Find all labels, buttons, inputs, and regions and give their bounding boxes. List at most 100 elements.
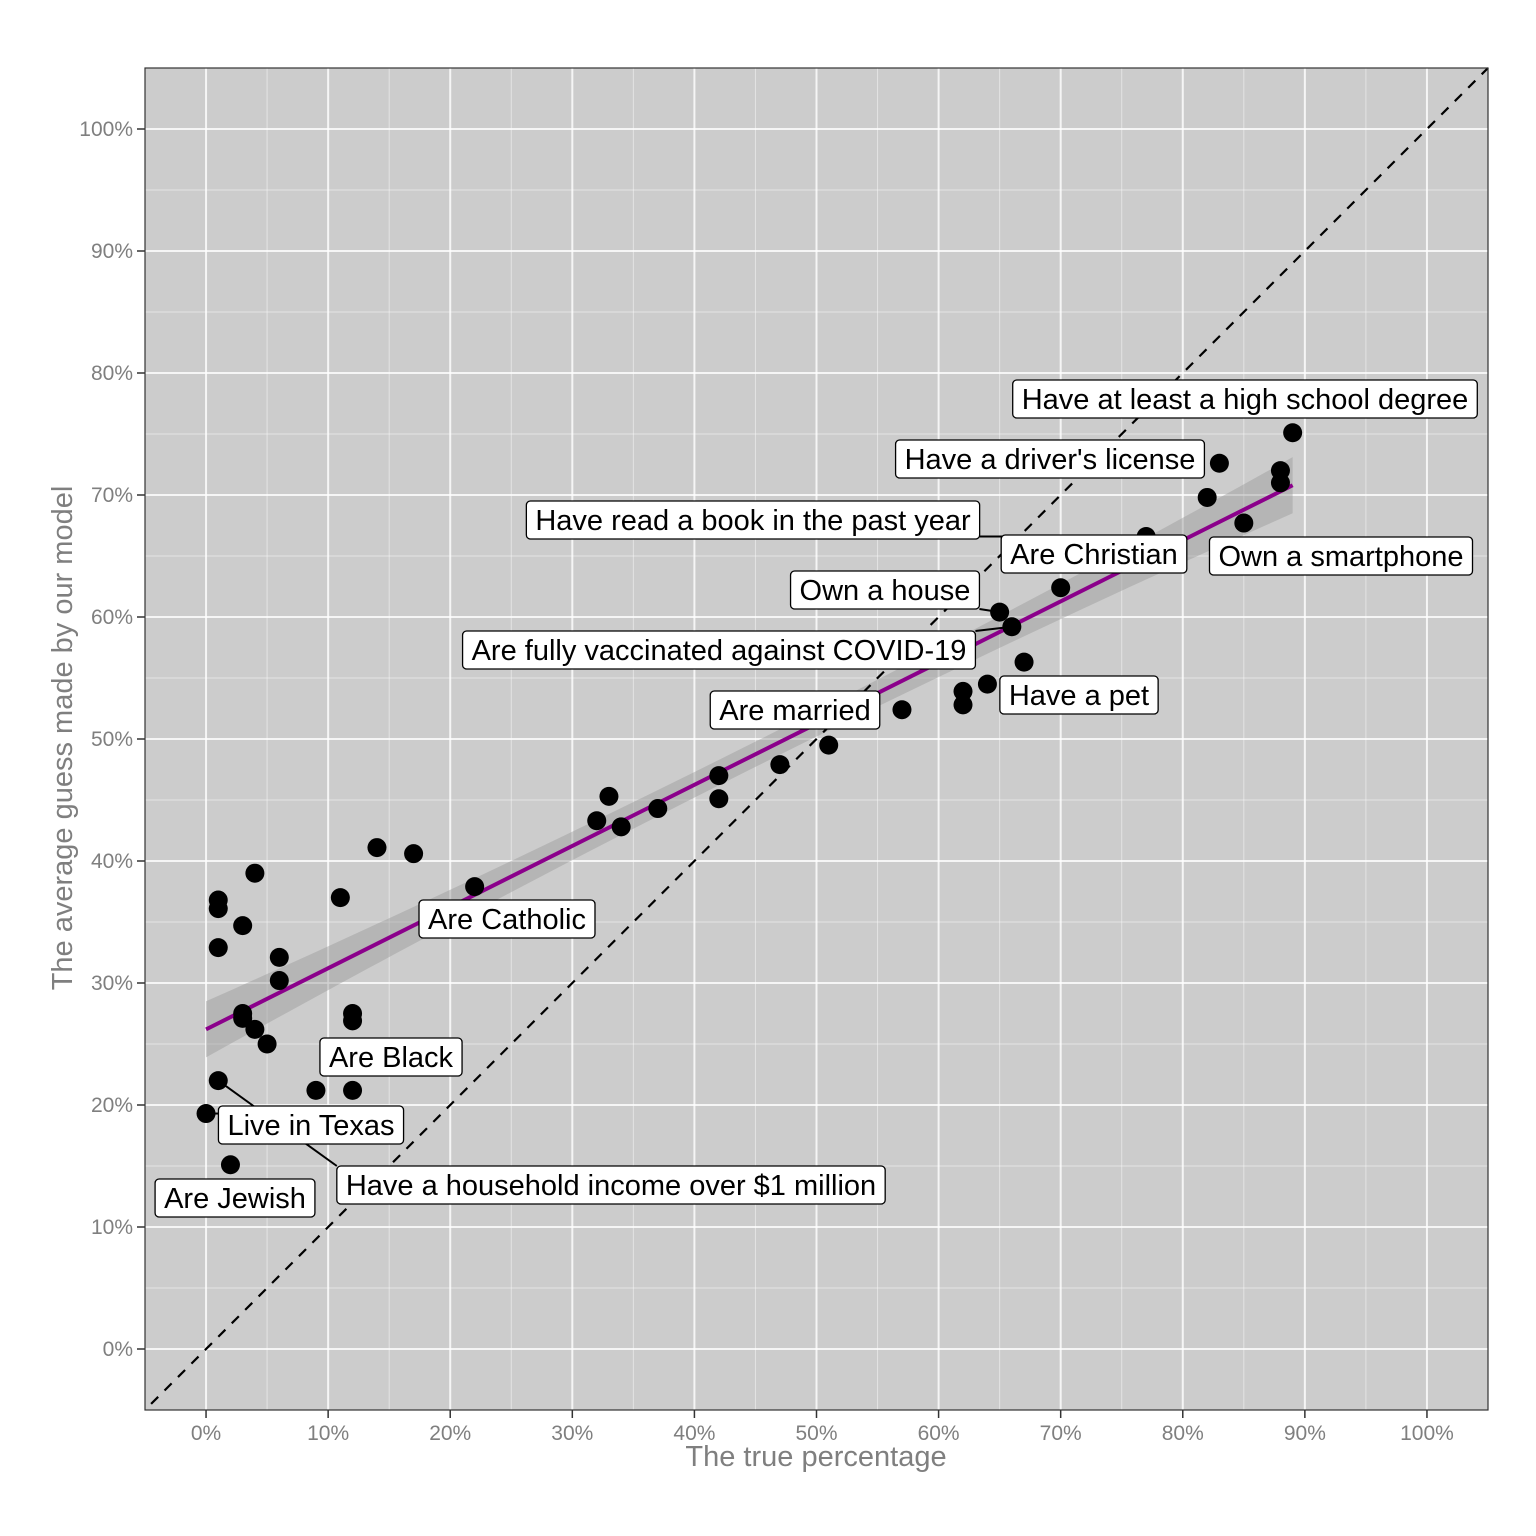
- data-point: [1051, 578, 1071, 598]
- x-tick-label: 90%: [1284, 1422, 1326, 1445]
- data-point: [1234, 513, 1254, 533]
- annotation-box: [1012, 379, 1478, 419]
- annotation-box: [154, 1178, 316, 1218]
- data-point: [367, 838, 387, 858]
- annotation-text: Are fully vaccinated against COVID-19: [472, 635, 967, 667]
- annotation-box: [525, 500, 981, 540]
- annotation-label: Have read a book in the past year: [525, 500, 981, 540]
- annotation-text: Are Black: [329, 1042, 454, 1074]
- annotation-text: Are married: [719, 695, 871, 727]
- x-tick-label: 50%: [795, 1422, 837, 1445]
- annotation-box: [789, 570, 981, 610]
- data-point: [1197, 487, 1217, 507]
- y-tick-label: 60%: [91, 606, 133, 629]
- annotation-label: Have a pet: [999, 675, 1159, 715]
- data-point: [306, 1080, 326, 1100]
- data-point: [1014, 652, 1034, 672]
- annotation-segment: [979, 608, 1000, 614]
- y-axis-ticks: 0% 10% 20% 30% 40% 50% 60% 70% 80% 90% 100%: [79, 118, 145, 1361]
- y-tick-label: 30%: [91, 972, 133, 995]
- annotation-box: [709, 690, 881, 730]
- annotation-text: Live in Texas: [227, 1110, 394, 1142]
- annotation-text: Own a smartphone: [1218, 541, 1463, 573]
- annotation-text: Have a pet: [1009, 680, 1149, 712]
- annotation-box: [336, 1165, 886, 1205]
- data-point: [611, 817, 631, 837]
- regression-line: [205, 483, 1294, 1032]
- annotation-label: Are Catholic: [418, 899, 596, 939]
- annotation-label: Have at least a high school degree: [1012, 379, 1478, 419]
- y-tick-label: 0%: [103, 1338, 133, 1361]
- annotation-box: [418, 899, 596, 939]
- y-tick-label: 90%: [91, 240, 133, 263]
- data-point: [233, 916, 253, 936]
- data-points: [196, 423, 1303, 1175]
- annotation-text: Have at least a high school degree: [1022, 384, 1469, 416]
- data-point: [245, 863, 265, 883]
- data-point: [269, 947, 289, 967]
- x-tick-label: 30%: [551, 1422, 593, 1445]
- annotation-label: Are Christian: [1000, 534, 1188, 574]
- annotation-text: Are Jewish: [164, 1183, 306, 1215]
- annotation-label: Are Jewish: [154, 1178, 316, 1218]
- data-point: [343, 1080, 363, 1100]
- y-tick-label: 100%: [79, 118, 133, 141]
- data-point: [977, 674, 997, 694]
- annotation-box: [1000, 534, 1188, 574]
- annotation-text: Own a house: [800, 575, 971, 607]
- data-point: [709, 766, 729, 786]
- annotation-box: [1208, 536, 1474, 576]
- annotation-box: [999, 675, 1159, 715]
- annotation-label: Are Black: [319, 1037, 463, 1077]
- x-axis-ticks: 0% 10% 20% 30% 40% 50% 60% 70% 80% 90% 100%: [191, 1410, 1454, 1445]
- annotation-label: Live in Texas: [217, 1105, 405, 1145]
- data-point: [819, 735, 839, 755]
- trend-line: [205, 483, 1294, 1032]
- annotations: Have at least a high school degree Have a…: [154, 379, 1478, 1218]
- annotation-box: [461, 630, 977, 670]
- data-point: [233, 1008, 253, 1028]
- data-point: [404, 844, 424, 864]
- y-tick-label: 70%: [91, 484, 133, 507]
- annotation-label: Are married: [709, 690, 881, 730]
- data-point: [892, 700, 912, 720]
- annotation-text: Have a driver's license: [905, 444, 1196, 476]
- x-tick-label: 80%: [1162, 1422, 1204, 1445]
- data-point: [953, 681, 973, 701]
- x-tick-label: 60%: [918, 1422, 960, 1445]
- x-tick-label: 40%: [673, 1422, 715, 1445]
- y-tick-label: 10%: [91, 1216, 133, 1239]
- data-point: [1283, 423, 1303, 443]
- data-point: [465, 877, 485, 897]
- annotation-text: Have a household income over $1 million: [346, 1170, 876, 1202]
- annotation-text: Are Christian: [1010, 539, 1178, 571]
- y-tick-label: 20%: [91, 1094, 133, 1117]
- x-tick-label: 20%: [429, 1422, 471, 1445]
- data-point: [953, 695, 973, 715]
- data-point: [208, 899, 228, 919]
- annotation-label: Have a driver's license: [894, 439, 1206, 479]
- data-point: [599, 786, 619, 806]
- data-point: [257, 1034, 277, 1054]
- data-point: [269, 971, 289, 991]
- annotation-label: Own a house: [789, 570, 981, 610]
- data-point: [343, 1011, 363, 1031]
- y-tick-label: 80%: [91, 362, 133, 385]
- y-tick-label: 40%: [91, 850, 133, 873]
- x-tick-label: 0%: [191, 1422, 221, 1445]
- data-point: [220, 1155, 240, 1175]
- annotation-labels: Have at least a high school degree Have a…: [154, 379, 1478, 1218]
- data-point: [587, 811, 607, 831]
- data-point: [1270, 473, 1290, 493]
- annotation-box: [894, 439, 1206, 479]
- annotation-box: [217, 1105, 405, 1145]
- y-axis-title: The average guess made by our model: [47, 486, 79, 991]
- x-tick-label: 10%: [307, 1422, 349, 1445]
- data-point: [1209, 453, 1229, 473]
- annotation-box: [319, 1037, 463, 1077]
- data-point: [770, 755, 790, 775]
- y-tick-label: 50%: [91, 728, 133, 751]
- data-point: [245, 1019, 265, 1039]
- x-tick-label: 100%: [1400, 1422, 1454, 1445]
